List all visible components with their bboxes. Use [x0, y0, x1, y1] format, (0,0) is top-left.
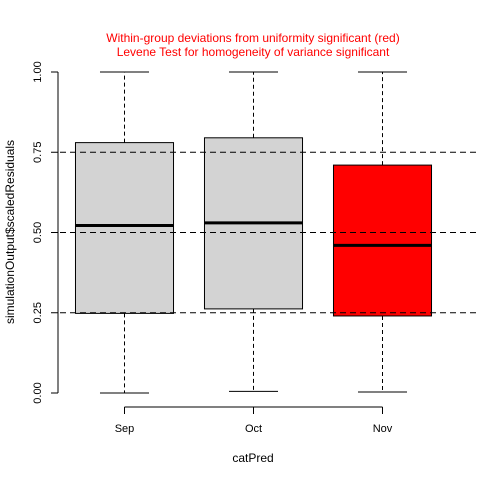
x-tick-label-oct: Oct: [245, 423, 262, 435]
y-tick-label-4: 1.00: [32, 61, 44, 82]
y-axis-label: simulationOutput$scaledResiduals: [3, 140, 17, 324]
chart-title-line-2: Levene Test for homogeneity of variance …: [117, 45, 390, 59]
x-tick-label-sep: Sep: [115, 423, 135, 435]
x-axis-label: catPred: [232, 451, 273, 465]
y-tick-label-2: 0.50: [32, 222, 44, 243]
y-tick-label-3: 0.75: [32, 142, 44, 163]
box-nov: [332, 164, 433, 317]
y-tick-label-0: 0.00: [32, 382, 44, 403]
x-tick-label-nov: Nov: [373, 423, 393, 435]
chart-title-line-1: Within-group deviations from uniformity …: [106, 31, 399, 45]
y-tick-label-1: 0.25: [32, 302, 44, 323]
box-sep: [74, 142, 175, 314]
